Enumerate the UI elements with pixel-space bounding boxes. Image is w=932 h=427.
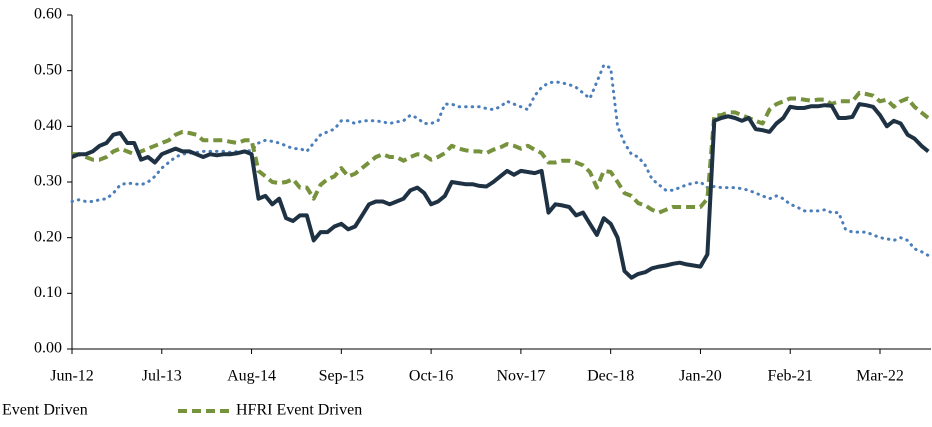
legend-label: Event Driven [2, 402, 88, 419]
x-tick-label: Dec-18 [587, 368, 634, 385]
y-tick-label: 0.10 [34, 284, 62, 301]
y-tick-label: 0.40 [34, 117, 62, 134]
x-tick-label: Jun-12 [50, 368, 94, 385]
series-line [72, 90, 930, 215]
y-tick-label: 0.20 [34, 228, 62, 245]
x-tick-label: Jan-20 [679, 368, 722, 385]
y-tick-label: 0.30 [34, 173, 62, 190]
x-tick-label: Oct-16 [409, 368, 453, 385]
y-tick-label: 0.50 [34, 61, 62, 78]
x-tick-label: Jul-13 [142, 368, 182, 385]
series-line [70, 63, 930, 257]
x-tick-label: Sep-15 [319, 368, 364, 385]
x-tick-label: Mar-22 [856, 368, 904, 385]
y-tick-label: 0.00 [34, 340, 62, 357]
y-tick-label: 0.60 [34, 6, 62, 23]
x-tick-label: Nov-17 [496, 368, 545, 385]
series-line [71, 102, 930, 280]
x-tick-label: Aug-14 [227, 368, 276, 385]
legend-label: HFRI Event Driven [236, 402, 362, 419]
x-tick-label: Feb-21 [768, 368, 813, 385]
